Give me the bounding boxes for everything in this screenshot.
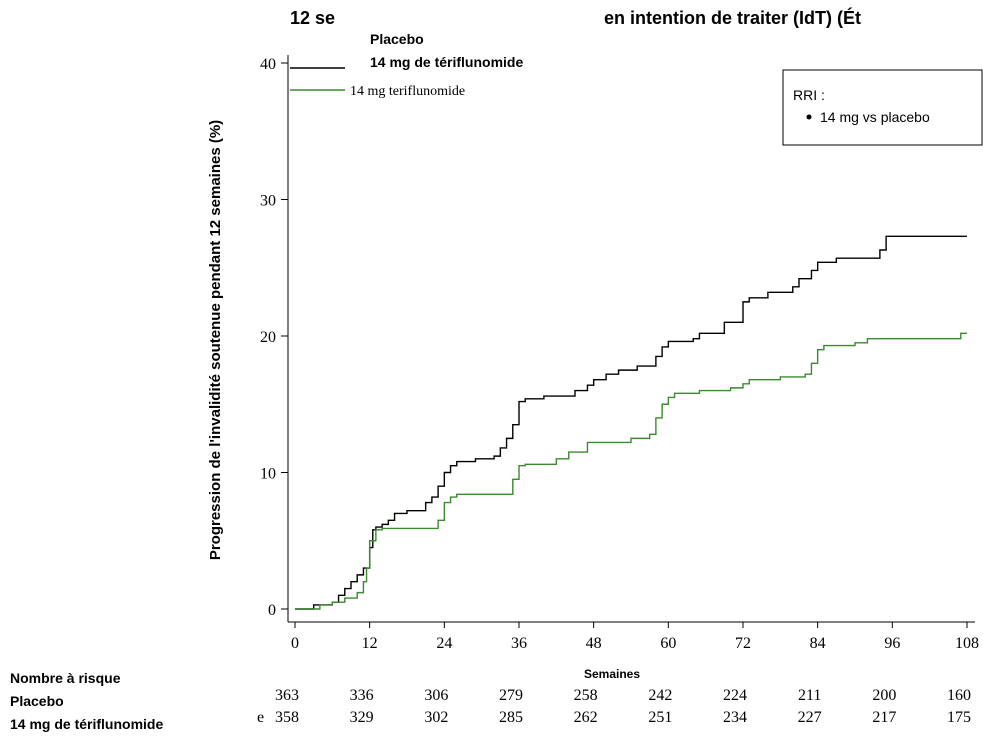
risk-count: 227 [798,709,822,726]
x-tick-label: 108 [955,635,979,652]
y-tick-label: 20 [260,329,276,346]
risk-count: 217 [872,709,896,726]
x-tick-label: 48 [586,635,602,652]
risk-count: 175 [947,709,971,726]
overlay-label: Placebo [370,31,424,47]
risk-count: 358 [275,709,299,726]
overlay-box [360,0,600,78]
x-tick-label: 12 [362,635,378,652]
bullet [806,114,812,120]
risk-group: 14 mg de tériflunomide [10,716,163,732]
title-left: 12 se [290,8,335,28]
risk-count: 211 [798,687,821,704]
risk-count: 306 [424,687,448,704]
risk-count: 200 [872,687,896,704]
risk-count: 262 [574,709,598,726]
title-right: en intention de traiter (IdT) (Ét [604,7,861,28]
risk-group: Placebo [10,693,64,709]
risk-count: 302 [424,709,448,726]
risk-title: Nombre à risque [10,670,121,686]
x-tick-label: 84 [810,635,826,652]
y-tick-label: 0 [268,602,276,619]
risk-count: 251 [648,709,672,726]
annotation-box [782,69,983,146]
x-tick-label: 72 [735,635,751,652]
x-axis-label: Semaines [584,667,640,681]
risk-count: 336 [350,687,374,704]
risk-count: 242 [648,687,672,704]
x-tick-label: 36 [511,635,527,652]
y-axis-label: Progression de l'invalidité soutenue pen… [207,120,224,560]
y-tick-label: 30 [260,193,276,210]
survival-line [295,332,967,610]
x-tick-label: 96 [884,635,900,652]
y-tick-label: 40 [260,56,276,73]
risk-count: 279 [499,687,523,704]
risk-count: 285 [499,709,523,726]
x-tick-label: 0 [291,635,299,652]
annotation-bullet: 14 mg vs placebo [820,109,930,125]
risk-prefix: e [257,709,264,726]
risk-count: 224 [723,687,747,704]
annotation-title: RRI : [793,87,825,103]
risk-count: 258 [574,687,598,704]
risk-count: 160 [947,687,971,704]
x-tick-label: 24 [436,635,452,652]
risk-count: 363 [275,687,299,704]
x-tick-label: 60 [660,635,676,652]
legend-label: 14 mg teriflunomide [350,84,465,99]
survival-line [295,235,967,610]
risk-count: 329 [350,709,374,726]
overlay-label: 14 mg de tériflunomide [370,54,523,70]
y-tick-label: 10 [260,466,276,483]
risk-count: 234 [723,709,747,726]
